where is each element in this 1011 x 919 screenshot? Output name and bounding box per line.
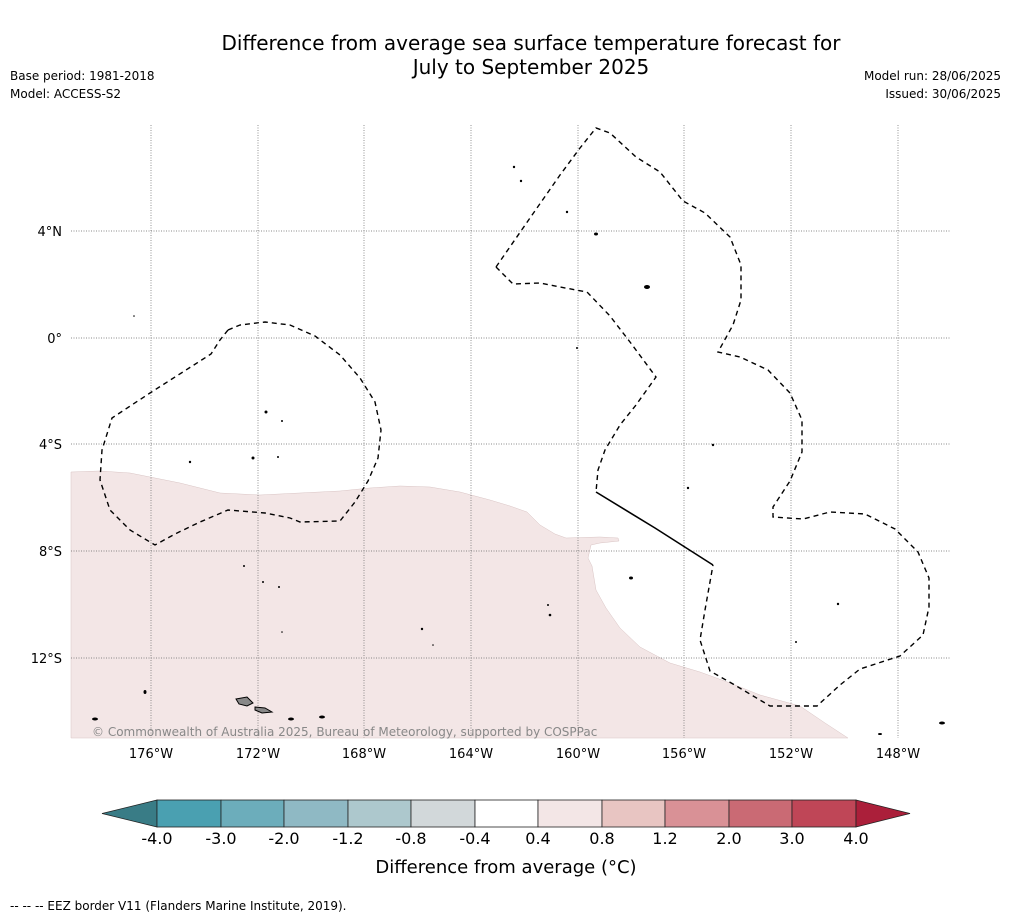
meta-left: Base period: 1981-2018 Model: ACCESS-S2 xyxy=(10,67,155,103)
island-marker xyxy=(92,717,98,721)
eez-border-tokelau xyxy=(99,321,382,546)
title-line-1: Difference from average sea surface temp… xyxy=(221,31,841,55)
lon-label: 152°W xyxy=(769,747,813,762)
model-text: Model: ACCESS-S2 xyxy=(10,87,122,101)
island-marker xyxy=(251,456,255,460)
island-marker xyxy=(278,586,280,588)
island-marker xyxy=(686,486,690,490)
island-marker xyxy=(576,347,578,349)
lon-label: 172°W xyxy=(236,747,280,762)
colorbar-tick-label: 0.8 xyxy=(589,829,614,848)
lat-label: 4°S xyxy=(39,438,62,453)
colorbar-segment xyxy=(410,799,476,828)
lon-label: 148°W xyxy=(876,747,920,762)
island-marker xyxy=(548,613,552,617)
sst-anomaly-region xyxy=(70,470,849,739)
island-marker xyxy=(594,232,598,236)
samoa-land xyxy=(254,706,274,714)
colorbar-tick-labels: -4.0 -3.0 -2.0 -1.2 -0.8 -0.4 0.4 0.8 1.… xyxy=(141,829,868,848)
gridlines xyxy=(71,125,950,738)
colorbar-low-arrow xyxy=(101,799,158,828)
islands xyxy=(92,165,945,735)
island-marker xyxy=(281,420,283,422)
colorbar-title: Difference from average (°C) xyxy=(375,857,636,878)
copyright-text: © Commonwealth of Australia 2025, Bureau… xyxy=(92,725,597,739)
colorbar-tick-label: 4.0 xyxy=(843,829,868,848)
island-marker xyxy=(277,456,279,458)
colorbar-tick-label: -1.2 xyxy=(332,829,363,848)
island-marker xyxy=(644,285,650,289)
eez-borders xyxy=(99,127,930,707)
base-period-text: Base period: 1981-2018 xyxy=(10,69,155,83)
colorbar-tick-label: -3.0 xyxy=(205,829,236,848)
island-marker xyxy=(143,690,147,694)
colorbar xyxy=(101,799,911,828)
colorbar-tick-label: 0.4 xyxy=(525,829,550,848)
island-marker xyxy=(795,641,797,643)
colorbar-segment xyxy=(537,799,603,828)
eez-border-line-islands-south xyxy=(495,266,657,493)
island-marker xyxy=(547,604,549,606)
colorbar-segment xyxy=(283,799,349,828)
colorbar-tick-label: 3.0 xyxy=(779,829,804,848)
colorbar-segment xyxy=(791,799,857,828)
island-marker xyxy=(519,179,523,183)
island-marker xyxy=(262,581,264,583)
lon-label: 156°W xyxy=(662,747,706,762)
island-marker xyxy=(836,602,840,606)
island-marker xyxy=(629,576,633,580)
title-line-2: July to September 2025 xyxy=(412,55,650,79)
colorbar-tick-label: -0.8 xyxy=(395,829,426,848)
lat-labels: 4°N 0° 4°S 8°S 12°S xyxy=(31,225,62,667)
colorbar-segment xyxy=(220,799,285,828)
map-title: Difference from average sea surface temp… xyxy=(0,31,1011,79)
lon-label: 168°W xyxy=(342,747,386,762)
colorbar-tick-label: -0.4 xyxy=(459,829,490,848)
lat-label: 4°N xyxy=(38,225,63,240)
colorbar-segment xyxy=(601,799,666,828)
island-marker xyxy=(264,410,268,414)
lon-label: 160°W xyxy=(556,747,600,762)
eez-border-solid xyxy=(595,491,714,566)
colorbar-tick-label: 1.2 xyxy=(652,829,677,848)
colorbar-segment xyxy=(347,799,412,828)
island-marker xyxy=(432,644,434,646)
colorbar-segment xyxy=(474,799,539,828)
colorbar-high-arrow xyxy=(855,799,911,828)
colorbar-segment xyxy=(664,799,730,828)
lat-label: 12°S xyxy=(31,652,62,667)
colorbar-tick-label: -2.0 xyxy=(268,829,299,848)
issued-text: Issued: 30/06/2025 xyxy=(885,87,1001,101)
island-marker xyxy=(420,627,424,631)
lat-label: 8°S xyxy=(39,545,62,560)
island-marker xyxy=(565,210,569,214)
colorbar-segment xyxy=(156,799,222,828)
lat-label: 0° xyxy=(47,332,62,347)
island-marker xyxy=(281,631,283,633)
colorbar-tick-label: -4.0 xyxy=(141,829,172,848)
samoa-land xyxy=(235,696,254,707)
colorbar-tick-label: 2.0 xyxy=(716,829,741,848)
island-marker xyxy=(512,165,516,169)
eez-legend-note: -- -- -- EEZ border V11 (Flanders Marine… xyxy=(10,899,347,913)
lon-labels: 176°W 172°W 168°W 164°W 160°W 156°W 152°… xyxy=(129,747,920,762)
model-run-text: Model run: 28/06/2025 xyxy=(863,69,1001,83)
map-area: © Commonwealth of Australia 2025, Bureau… xyxy=(70,125,950,739)
island-marker xyxy=(319,715,325,719)
island-marker xyxy=(939,721,945,725)
island-marker xyxy=(243,565,245,567)
island-marker xyxy=(288,717,294,721)
meta-right: Model run: 28/06/2025 Issued: 30/06/2025 xyxy=(864,67,1001,103)
island-marker xyxy=(711,443,715,447)
lon-label: 164°W xyxy=(449,747,493,762)
island-marker xyxy=(133,315,135,317)
colorbar-segment xyxy=(728,799,793,828)
lon-label: 176°W xyxy=(129,747,173,762)
island-marker xyxy=(878,733,882,735)
island-marker xyxy=(188,460,192,464)
